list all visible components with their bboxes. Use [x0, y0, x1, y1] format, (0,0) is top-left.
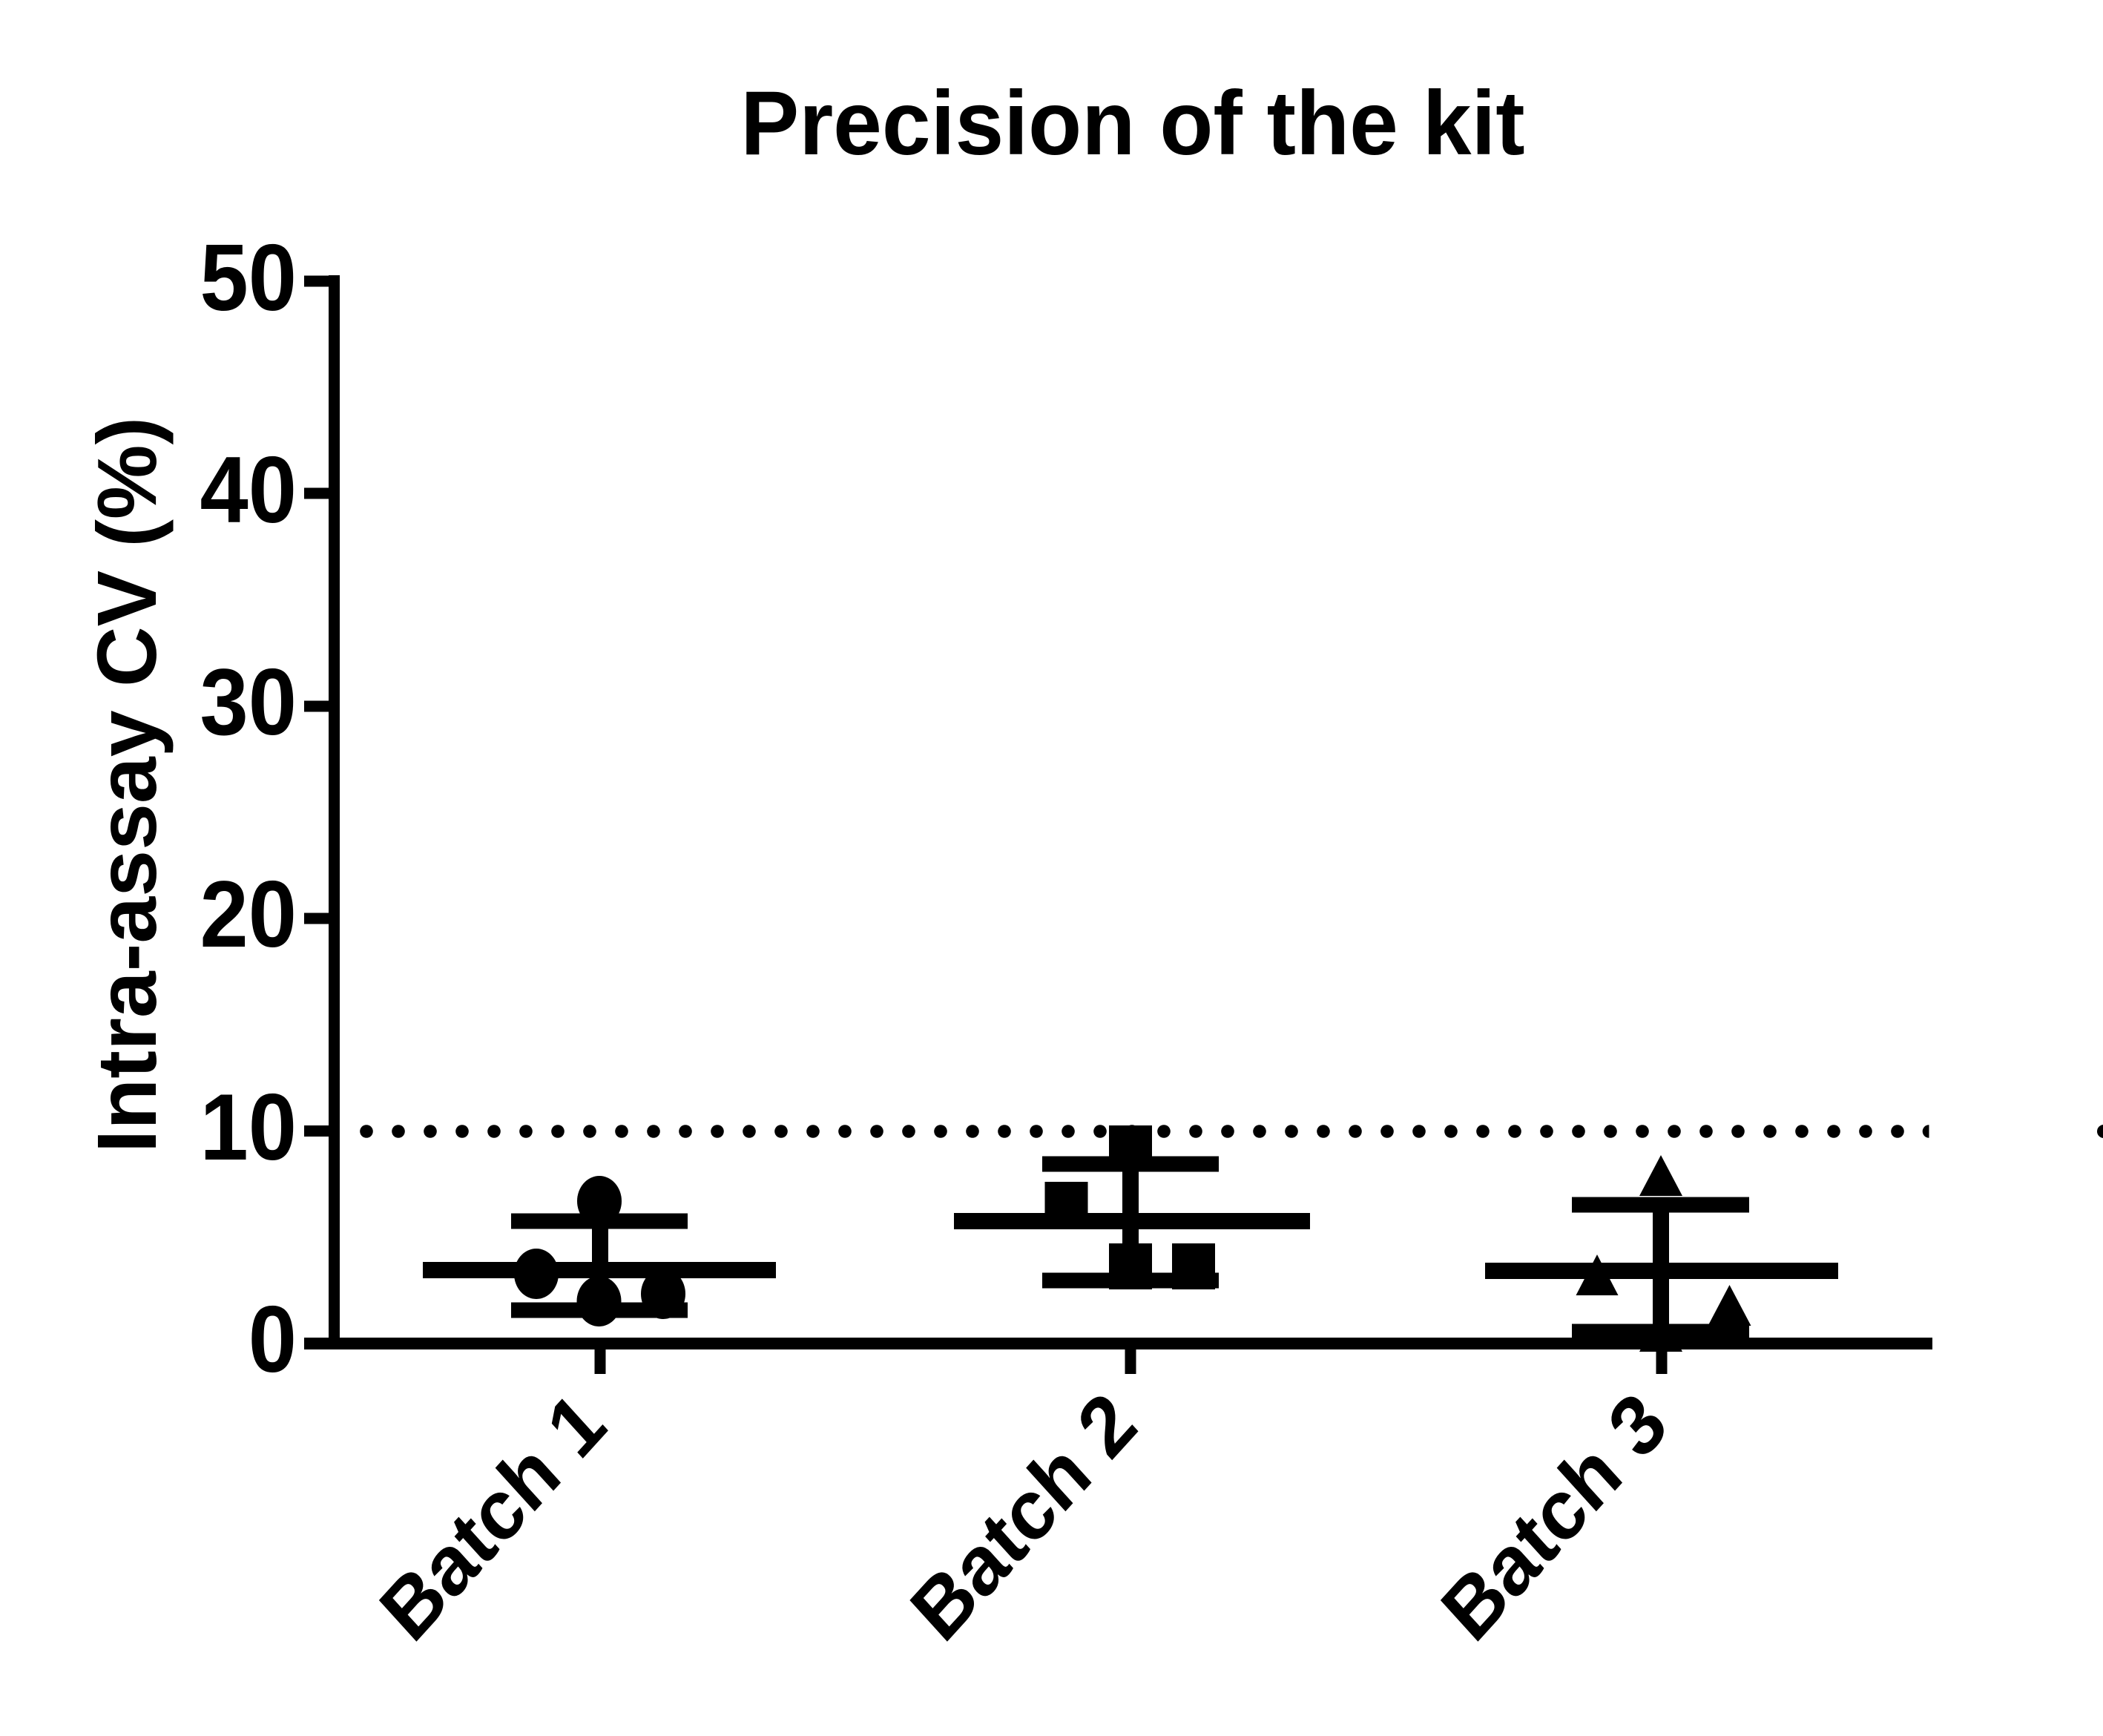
- svg-text:Batch 3: Batch 3: [1426, 1375, 1684, 1658]
- svg-text:40: 40: [200, 437, 297, 542]
- svg-text:10: 10: [200, 1074, 297, 1180]
- svg-text:30: 30: [200, 649, 297, 754]
- svg-text:Intra-assay CV (%): Intra-assay CV (%): [80, 417, 174, 1153]
- svg-text:20: 20: [200, 861, 297, 967]
- svg-text:0: 0: [249, 1286, 297, 1392]
- svg-text:Batch 1: Batch 1: [364, 1375, 622, 1658]
- svg-text:Precision of the kit: Precision of the kit: [740, 73, 1524, 174]
- svg-text:50: 50: [200, 225, 297, 330]
- svg-text:Batch 2: Batch 2: [895, 1375, 1153, 1658]
